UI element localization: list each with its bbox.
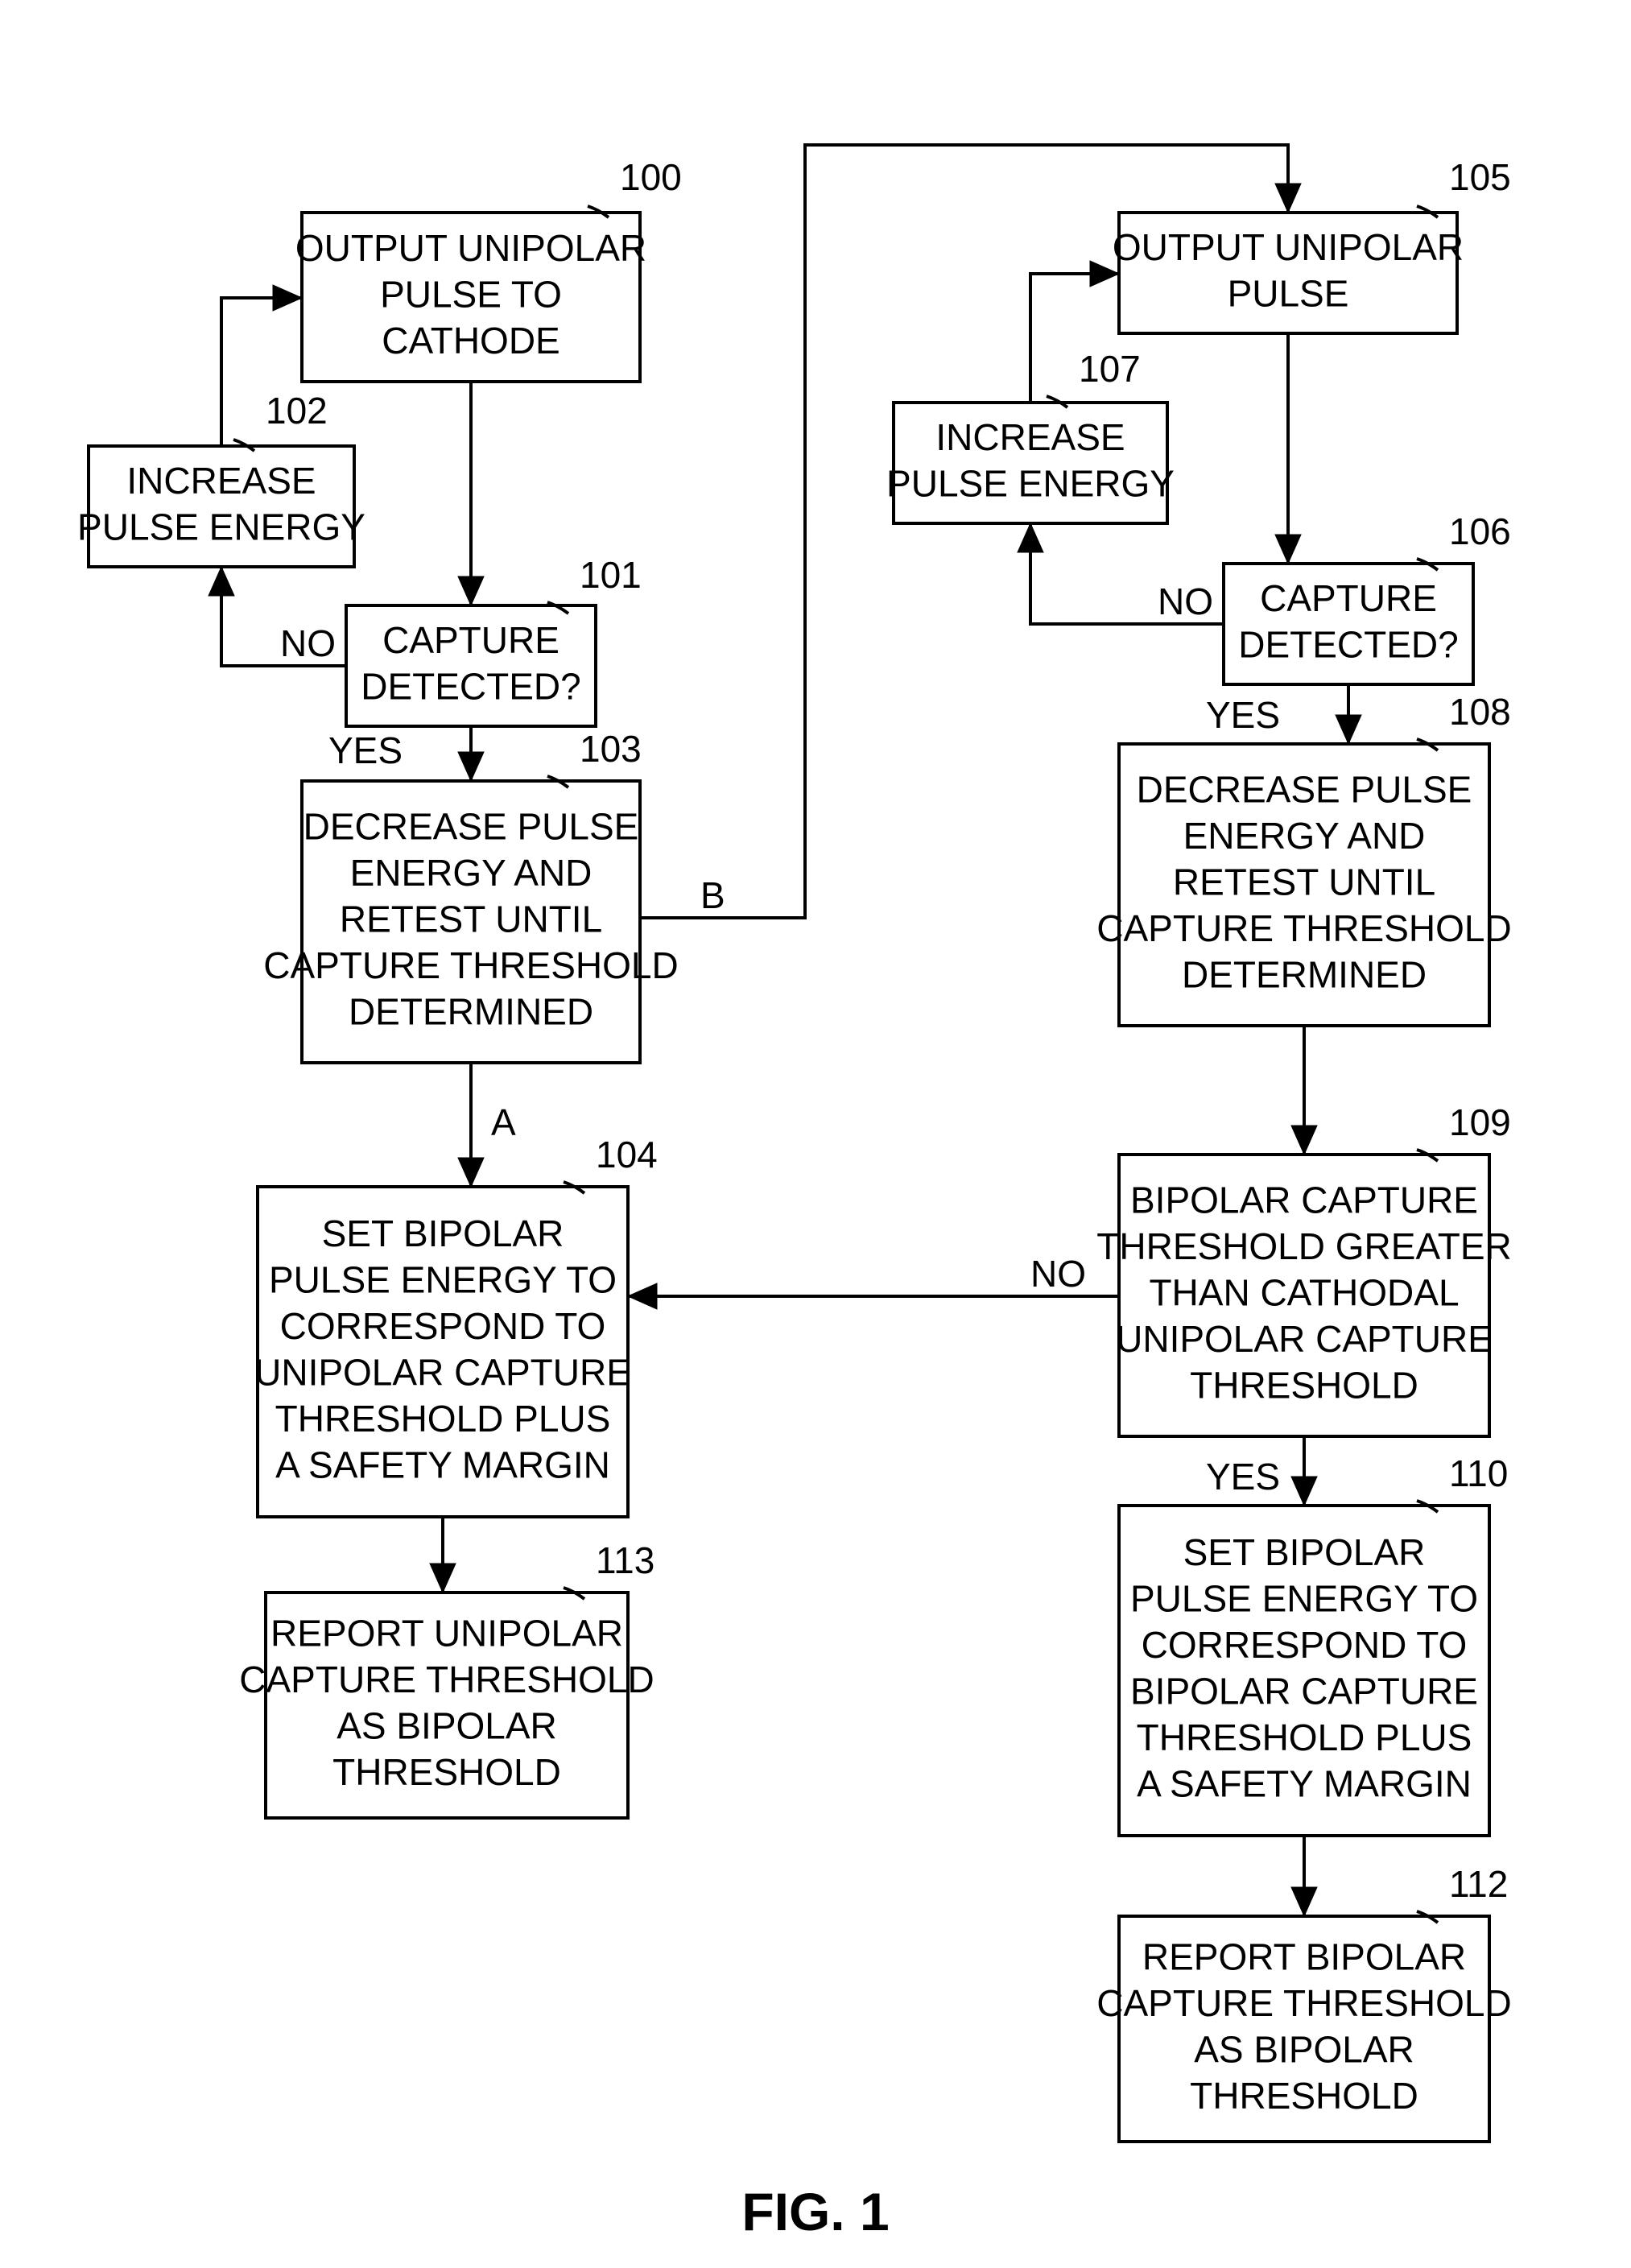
node-text: THRESHOLD (1190, 2075, 1418, 2117)
node-text: CAPTURE (382, 619, 559, 661)
node-text: CATHODE (382, 320, 560, 361)
node-text: DETECTED? (361, 665, 580, 707)
node-text: AS BIPOLAR (337, 1704, 557, 1746)
svg-text:NO: NO (280, 622, 336, 664)
ref-number: 113 (596, 1539, 654, 1581)
node-text: PULSE ENERGY TO (269, 1258, 617, 1300)
ref-number: 109 (1449, 1101, 1511, 1143)
node-text: ENERGY AND (1183, 815, 1426, 857)
node-text: BIPOLAR CAPTURE (1130, 1670, 1478, 1712)
node-text: UNIPOLAR CAPTURE (1116, 1318, 1493, 1360)
node-text: OUTPUT UNIPOLAR (295, 227, 646, 269)
ref-number: 107 (1079, 348, 1141, 390)
node-text: AS BIPOLAR (1194, 2028, 1414, 2070)
svg-text:YES: YES (1206, 1456, 1280, 1498)
node-text: THRESHOLD GREATER (1096, 1225, 1511, 1267)
node-text: DETECTED? (1238, 623, 1458, 665)
node-text: SET BIPOLAR (1183, 1531, 1426, 1573)
node-text: THRESHOLD PLUS (275, 1398, 611, 1440)
ref-number: 108 (1449, 691, 1511, 733)
node-text: THRESHOLD (332, 1751, 561, 1793)
node-text: RETEST UNTIL (340, 899, 602, 940)
ref-number: 100 (620, 156, 682, 198)
node-text: DETERMINED (1182, 954, 1427, 996)
node-text: THRESHOLD PLUS (1137, 1716, 1472, 1758)
ref-number: 112 (1449, 1863, 1508, 1905)
svg-text:NO: NO (1158, 580, 1213, 622)
node-text: CORRESPOND TO (280, 1305, 606, 1347)
node-text: DETERMINED (349, 991, 593, 1033)
flow-node-n101: CAPTUREDETECTED? 101 (346, 554, 642, 726)
node-text: PULSE ENERGY (886, 462, 1175, 504)
node-text: UNIPOLAR CAPTURE (254, 1351, 631, 1393)
node-text: REPORT BIPOLAR (1142, 1935, 1466, 1977)
node-text: CAPTURE THRESHOLD (263, 944, 678, 986)
node-text: A SAFETY MARGIN (275, 1444, 610, 1485)
node-text: PULSE ENERGY (77, 506, 365, 547)
svg-text:A: A (491, 1101, 516, 1143)
flow-node-n100: OUTPUT UNIPOLAR PULSE TOCATHODE 100 (295, 156, 682, 382)
flow-node-n108: DECREASE PULSEENERGY ANDRETEST UNTILCAPT… (1096, 691, 1511, 1026)
node-text: A SAFETY MARGIN (1137, 1762, 1472, 1804)
node-text: CAPTURE THRESHOLD (1096, 1982, 1511, 2024)
node-text: CAPTURE THRESHOLD (1096, 907, 1511, 949)
node-text: PULSE TO (380, 274, 562, 316)
flow-node-n105: OUTPUT UNIPOLARPULSE 105 (1113, 156, 1511, 333)
node-text: PULSE (1228, 272, 1349, 314)
node-text: CAPTURE (1260, 577, 1437, 619)
flow-node-n104: SET BIPOLARPULSE ENERGY TO CORRESPOND TOU… (254, 1134, 658, 1517)
svg-text:B: B (700, 874, 725, 916)
node-text: INCREASE (935, 416, 1125, 458)
node-text: RETEST UNTIL (1173, 861, 1435, 903)
figure-label: FIG. 1 (741, 2182, 889, 2241)
ref-number: 101 (580, 554, 642, 596)
node-text: PULSE ENERGY TO (1130, 1577, 1478, 1619)
svg-text:YES: YES (1206, 694, 1280, 736)
node-text: SET BIPOLAR (322, 1212, 564, 1254)
node-text: THRESHOLD (1190, 1365, 1418, 1407)
node-text: DECREASE PULSE (303, 806, 639, 848)
node-text: OUTPUT UNIPOLAR (1113, 226, 1464, 268)
flow-node-n110: SET BIPOLARPULSE ENERGY TO CORRESPOND TOB… (1119, 1452, 1508, 1836)
ref-number: 103 (580, 728, 642, 770)
node-text: THAN CATHODAL (1149, 1272, 1459, 1314)
flow-node-n106: CAPTUREDETECTED? 106 (1224, 510, 1511, 684)
ref-number: 106 (1449, 510, 1511, 552)
ref-number: 105 (1449, 156, 1511, 198)
node-text: CAPTURE THRESHOLD (239, 1659, 654, 1700)
svg-text:YES: YES (328, 729, 403, 771)
ref-number: 110 (1449, 1452, 1508, 1494)
node-text: BIPOLAR CAPTURE (1130, 1179, 1478, 1221)
node-text: REPORT UNIPOLAR (270, 1612, 623, 1654)
ref-number: 104 (596, 1134, 658, 1175)
node-text: CORRESPOND TO (1142, 1624, 1468, 1666)
svg-text:NO: NO (1030, 1253, 1086, 1295)
node-text: ENERGY AND (350, 852, 593, 894)
node-text: DECREASE PULSE (1137, 769, 1472, 811)
ref-number: 102 (266, 390, 328, 432)
node-text: INCREASE (126, 460, 316, 502)
